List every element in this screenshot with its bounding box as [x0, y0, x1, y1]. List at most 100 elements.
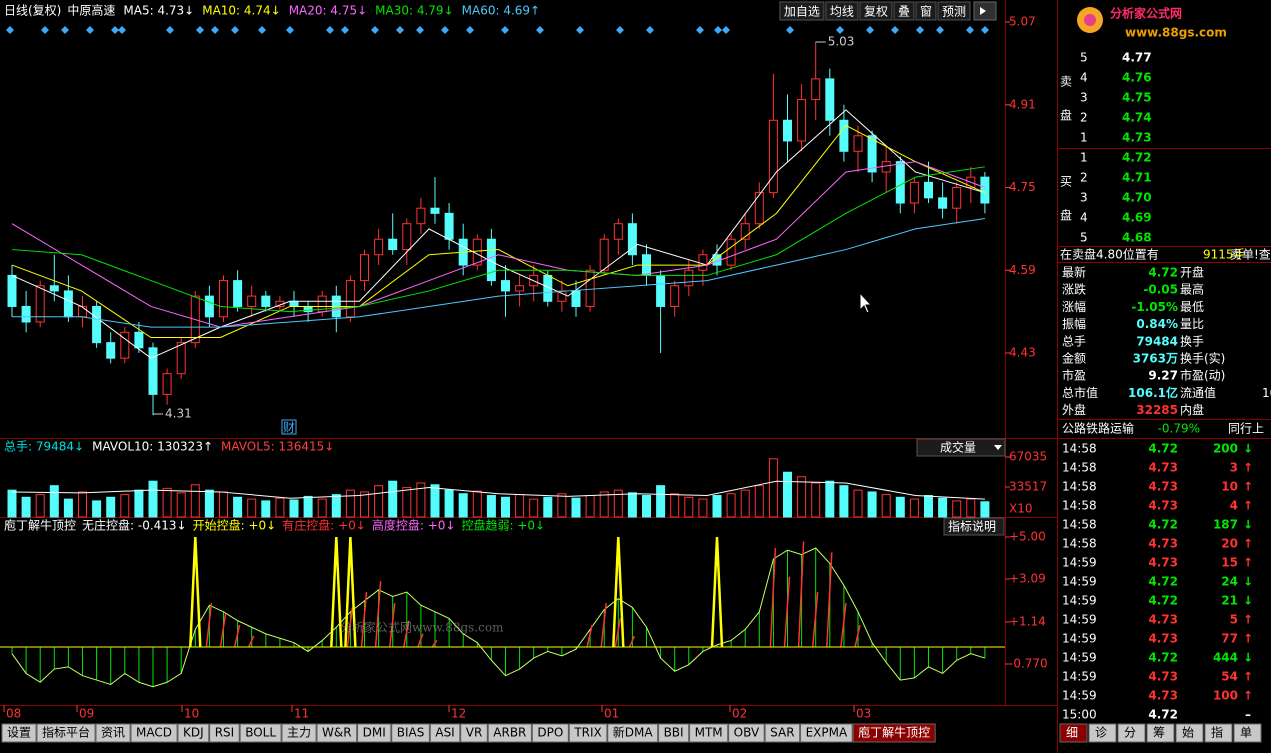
- bottom-tab-bg: [239, 723, 282, 743]
- side-tab[interactable]: 始: [1182, 726, 1194, 740]
- indicator-selector[interactable]: 成交量: [940, 440, 976, 455]
- side-tab[interactable]: 指: [1211, 725, 1223, 740]
- bottom-tab[interactable]: DMI: [363, 726, 386, 740]
- bottom-tab[interactable]: ASI: [435, 726, 454, 740]
- candle-body: [670, 285, 680, 307]
- volume-bar: [543, 496, 553, 518]
- trade-arrow: ↑: [1243, 613, 1253, 627]
- signal-diamond: [371, 26, 379, 34]
- trade-price: 4.73: [1148, 480, 1178, 494]
- control-bar: [783, 576, 791, 648]
- bottom-tab[interactable]: 主力: [287, 726, 311, 740]
- industry-peer[interactable]: 同行上: [1228, 422, 1264, 436]
- bottom-tab[interactable]: 设置: [7, 726, 31, 740]
- candle-body: [134, 331, 144, 349]
- help-button-label[interactable]: 指标说明: [948, 519, 996, 534]
- volume-bar: [63, 498, 73, 518]
- candle-body: [430, 207, 440, 214]
- high-label: 5.03: [828, 35, 855, 49]
- toolbar-button[interactable]: 加自选: [784, 5, 820, 19]
- bottom-tab[interactable]: KDJ: [183, 726, 204, 740]
- trade-time: 14:58: [1062, 518, 1097, 532]
- bottom-tab[interactable]: ARBR: [493, 726, 526, 740]
- stat-label: 涨跌: [1062, 282, 1086, 297]
- bottom-tab[interactable]: TRIX: [573, 726, 601, 740]
- bottom-tab[interactable]: 庖丁解牛顶控: [858, 725, 930, 740]
- trade-arrow: ↓: [1243, 594, 1253, 608]
- bottom-tab[interactable]: BOLL: [245, 726, 276, 740]
- candle-body: [388, 238, 398, 251]
- volume-bar: [853, 489, 863, 518]
- bottom-tab[interactable]: EXPMA: [806, 726, 848, 740]
- side-tab-bg: [1175, 723, 1204, 743]
- selector-box[interactable]: [916, 438, 1006, 457]
- bottom-tab[interactable]: OBV: [734, 726, 760, 740]
- side-tab[interactable]: 诊: [1095, 726, 1107, 740]
- control-bar: [769, 547, 777, 648]
- bottom-tab[interactable]: 资讯: [101, 726, 125, 740]
- event-label: 财: [283, 421, 295, 435]
- toolbar-button[interactable]: 复权: [864, 5, 888, 19]
- bottom-tab-bg: [607, 723, 659, 743]
- toolbar-button[interactable]: 窗: [920, 5, 932, 19]
- y-tick-label: +3.09: [1009, 572, 1046, 586]
- control-bar: [248, 635, 255, 648]
- cursor: [859, 291, 873, 314]
- candle-body: [867, 135, 877, 173]
- ma-legend: MA10: 4.74↓: [202, 4, 280, 18]
- side-tab[interactable]: 单: [1240, 726, 1252, 740]
- bottom-tab[interactable]: 新DMA: [613, 725, 654, 740]
- order-level: 5: [1080, 51, 1088, 65]
- bottom-tab-bg: [391, 723, 430, 743]
- toolbar-button-bg: [937, 1, 971, 21]
- signal-diamond: [396, 26, 404, 34]
- control-bar: [854, 624, 861, 648]
- candle-body: [585, 269, 595, 307]
- bottom-tab[interactable]: BBI: [664, 726, 684, 740]
- trade-price: 4.72: [1148, 575, 1178, 589]
- volume-bar: [78, 491, 87, 518]
- bottom-tab[interactable]: SAR: [770, 726, 794, 740]
- bottom-tab[interactable]: W&R: [322, 726, 352, 740]
- bottom-tab[interactable]: DPO: [537, 726, 563, 740]
- trade-volume: 10: [1221, 480, 1238, 494]
- trade-arrow: ↑: [1243, 480, 1253, 494]
- side-tab[interactable]: 筹: [1153, 726, 1165, 740]
- bottom-tab[interactable]: BIAS: [397, 726, 425, 740]
- stat-value: -0.05: [1143, 283, 1178, 297]
- bottom-tab[interactable]: MACD: [136, 726, 172, 740]
- bottom-tab-bg: [1, 723, 37, 743]
- bottom-tab-bg: [800, 723, 853, 743]
- volume-bar: [303, 495, 313, 518]
- trade-arrow: ↑: [1243, 689, 1253, 703]
- candle-body: [374, 238, 384, 256]
- trade-volume: 54: [1221, 670, 1238, 684]
- help-button[interactable]: [943, 517, 1005, 536]
- candle-body: [219, 280, 228, 318]
- bottom-tab[interactable]: VR: [466, 726, 483, 740]
- candle-body: [627, 223, 637, 256]
- bottom-tab[interactable]: RSI: [215, 726, 235, 740]
- bottom-tab[interactable]: 指标平台: [42, 725, 90, 740]
- volume-bar: [416, 482, 426, 518]
- trade-volume: 187: [1213, 518, 1238, 532]
- candle-body: [853, 135, 863, 152]
- bottom-tab[interactable]: MTM: [695, 726, 723, 740]
- ma-legend: MA5: 4.73↓: [123, 4, 194, 18]
- volume-bar: [219, 491, 228, 518]
- event-box: [281, 419, 297, 435]
- buy-label: 买: [1060, 175, 1072, 189]
- control-bar: [840, 602, 847, 648]
- toolbar-button[interactable]: 均线: [830, 5, 854, 19]
- trade-time: 14:59: [1062, 594, 1097, 608]
- signal-diamond: [696, 26, 704, 34]
- toolbar-button[interactable]: 叠: [898, 5, 910, 19]
- signal-diamond: [916, 26, 924, 34]
- side-tab[interactable]: 分: [1124, 726, 1136, 740]
- side-tab[interactable]: 细: [1066, 726, 1078, 740]
- trade-price: 4.72: [1148, 442, 1178, 456]
- volume-bar: [740, 489, 750, 518]
- toolbar-button[interactable]: 预测: [942, 5, 966, 19]
- side-tab-bg: [1146, 723, 1175, 743]
